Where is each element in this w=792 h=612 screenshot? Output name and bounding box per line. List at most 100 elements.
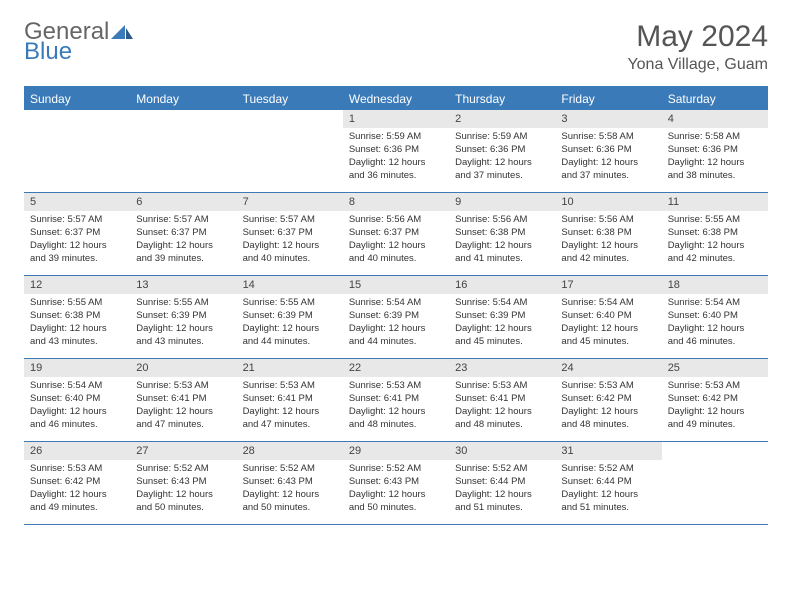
day-detail-line: Sunrise: 5:54 AM <box>668 297 762 310</box>
day-detail-line: Sunrise: 5:54 AM <box>30 380 124 393</box>
day-detail-line: and 45 minutes. <box>455 336 549 349</box>
day-cell: 11Sunrise: 5:55 AMSunset: 6:38 PMDayligh… <box>662 193 768 275</box>
day-detail-line: Sunrise: 5:53 AM <box>668 380 762 393</box>
day-cell: 21Sunrise: 5:53 AMSunset: 6:41 PMDayligh… <box>237 359 343 441</box>
day-details: Sunrise: 5:52 AMSunset: 6:44 PMDaylight:… <box>449 460 555 518</box>
day-detail-line: Sunset: 6:36 PM <box>455 144 549 157</box>
day-detail-line: Daylight: 12 hours <box>136 240 230 253</box>
day-detail-line: Daylight: 12 hours <box>136 323 230 336</box>
day-details: Sunrise: 5:54 AMSunset: 6:39 PMDaylight:… <box>343 294 449 352</box>
dayhead-thursday: Thursday <box>449 88 555 110</box>
day-detail-line: Sunset: 6:43 PM <box>349 476 443 489</box>
day-cell: 26Sunrise: 5:53 AMSunset: 6:42 PMDayligh… <box>24 442 130 524</box>
day-detail-line: Daylight: 12 hours <box>349 240 443 253</box>
day-detail-line: Daylight: 12 hours <box>243 406 337 419</box>
day-details <box>24 128 130 135</box>
day-number: 27 <box>130 442 236 460</box>
day-detail-line: Daylight: 12 hours <box>136 489 230 502</box>
day-detail-line: Sunset: 6:36 PM <box>668 144 762 157</box>
day-details: Sunrise: 5:52 AMSunset: 6:43 PMDaylight:… <box>237 460 343 518</box>
day-details: Sunrise: 5:54 AMSunset: 6:40 PMDaylight:… <box>555 294 661 352</box>
calendar: Sunday Monday Tuesday Wednesday Thursday… <box>24 86 768 525</box>
day-detail-line: Sunrise: 5:58 AM <box>561 131 655 144</box>
day-number: 12 <box>24 276 130 294</box>
day-detail-line: Daylight: 12 hours <box>668 157 762 170</box>
day-detail-line: Daylight: 12 hours <box>30 489 124 502</box>
day-number: 2 <box>449 110 555 128</box>
day-detail-line: Sunrise: 5:54 AM <box>561 297 655 310</box>
day-details: Sunrise: 5:59 AMSunset: 6:36 PMDaylight:… <box>343 128 449 186</box>
day-detail-line: and 50 minutes. <box>136 502 230 515</box>
dayhead-sunday: Sunday <box>24 88 130 110</box>
day-detail-line: Sunset: 6:37 PM <box>243 227 337 240</box>
day-detail-line: Daylight: 12 hours <box>30 323 124 336</box>
day-detail-line: and 44 minutes. <box>243 336 337 349</box>
day-details <box>237 128 343 135</box>
day-detail-line: Daylight: 12 hours <box>561 323 655 336</box>
week-row: 12Sunrise: 5:55 AMSunset: 6:38 PMDayligh… <box>24 276 768 359</box>
day-details: Sunrise: 5:54 AMSunset: 6:39 PMDaylight:… <box>449 294 555 352</box>
day-detail-line: Sunrise: 5:59 AM <box>349 131 443 144</box>
day-detail-line: and 39 minutes. <box>136 253 230 266</box>
day-cell: 16Sunrise: 5:54 AMSunset: 6:39 PMDayligh… <box>449 276 555 358</box>
day-detail-line: Sunset: 6:38 PM <box>455 227 549 240</box>
day-detail-line: Daylight: 12 hours <box>136 406 230 419</box>
day-number: 18 <box>662 276 768 294</box>
day-detail-line: Sunset: 6:44 PM <box>455 476 549 489</box>
day-detail-line: Sunset: 6:41 PM <box>349 393 443 406</box>
day-cell: 12Sunrise: 5:55 AMSunset: 6:38 PMDayligh… <box>24 276 130 358</box>
dayhead-tuesday: Tuesday <box>237 88 343 110</box>
day-cell: 24Sunrise: 5:53 AMSunset: 6:42 PMDayligh… <box>555 359 661 441</box>
day-details: Sunrise: 5:54 AMSunset: 6:40 PMDaylight:… <box>662 294 768 352</box>
day-details: Sunrise: 5:55 AMSunset: 6:38 PMDaylight:… <box>24 294 130 352</box>
day-number: 13 <box>130 276 236 294</box>
day-detail-line: Sunset: 6:36 PM <box>349 144 443 157</box>
day-detail-line: Sunset: 6:40 PM <box>561 310 655 323</box>
day-detail-line: Sunrise: 5:55 AM <box>136 297 230 310</box>
day-number: 11 <box>662 193 768 211</box>
day-detail-line: Sunset: 6:41 PM <box>136 393 230 406</box>
day-number: 24 <box>555 359 661 377</box>
day-number: 15 <box>343 276 449 294</box>
day-number: 16 <box>449 276 555 294</box>
day-number: 10 <box>555 193 661 211</box>
day-detail-line: Sunset: 6:40 PM <box>30 393 124 406</box>
day-detail-line: Sunset: 6:39 PM <box>136 310 230 323</box>
day-details: Sunrise: 5:56 AMSunset: 6:37 PMDaylight:… <box>343 211 449 269</box>
day-cell: 23Sunrise: 5:53 AMSunset: 6:41 PMDayligh… <box>449 359 555 441</box>
day-detail-line: Sunrise: 5:52 AM <box>243 463 337 476</box>
day-cell: 9Sunrise: 5:56 AMSunset: 6:38 PMDaylight… <box>449 193 555 275</box>
week-row: 5Sunrise: 5:57 AMSunset: 6:37 PMDaylight… <box>24 193 768 276</box>
day-detail-line: Sunset: 6:38 PM <box>561 227 655 240</box>
day-detail-line: and 37 minutes. <box>455 170 549 183</box>
day-detail-line: Daylight: 12 hours <box>243 489 337 502</box>
day-detail-line: Sunrise: 5:53 AM <box>243 380 337 393</box>
day-details: Sunrise: 5:57 AMSunset: 6:37 PMDaylight:… <box>24 211 130 269</box>
day-detail-line: Daylight: 12 hours <box>455 406 549 419</box>
dayhead-monday: Monday <box>130 88 236 110</box>
day-detail-line: and 36 minutes. <box>349 170 443 183</box>
day-detail-line: Daylight: 12 hours <box>30 406 124 419</box>
day-cell: 28Sunrise: 5:52 AMSunset: 6:43 PMDayligh… <box>237 442 343 524</box>
day-details: Sunrise: 5:52 AMSunset: 6:43 PMDaylight:… <box>343 460 449 518</box>
day-detail-line: and 37 minutes. <box>561 170 655 183</box>
day-number: 4 <box>662 110 768 128</box>
day-detail-line: and 47 minutes. <box>243 419 337 432</box>
day-number: 22 <box>343 359 449 377</box>
day-cell: 4Sunrise: 5:58 AMSunset: 6:36 PMDaylight… <box>662 110 768 192</box>
day-detail-line: Sunset: 6:37 PM <box>349 227 443 240</box>
day-details: Sunrise: 5:53 AMSunset: 6:41 PMDaylight:… <box>237 377 343 435</box>
day-detail-line: and 48 minutes. <box>561 419 655 432</box>
day-number: 26 <box>24 442 130 460</box>
day-number: 1 <box>343 110 449 128</box>
day-detail-line: Sunset: 6:42 PM <box>30 476 124 489</box>
day-detail-line: Sunrise: 5:57 AM <box>30 214 124 227</box>
day-detail-line: Sunrise: 5:56 AM <box>455 214 549 227</box>
day-detail-line: and 46 minutes. <box>668 336 762 349</box>
day-detail-line: Daylight: 12 hours <box>561 489 655 502</box>
day-cell: 15Sunrise: 5:54 AMSunset: 6:39 PMDayligh… <box>343 276 449 358</box>
day-details: Sunrise: 5:59 AMSunset: 6:36 PMDaylight:… <box>449 128 555 186</box>
logo: GeneralBlue <box>24 20 133 68</box>
day-detail-line: Sunrise: 5:57 AM <box>136 214 230 227</box>
day-detail-line: Daylight: 12 hours <box>455 489 549 502</box>
